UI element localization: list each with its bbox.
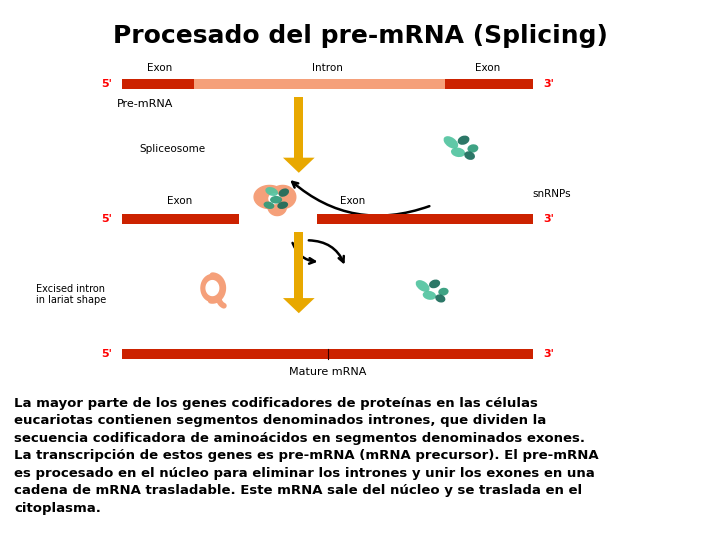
Ellipse shape <box>270 196 282 204</box>
Ellipse shape <box>279 188 289 197</box>
Text: 5': 5' <box>101 214 112 224</box>
Ellipse shape <box>415 280 430 292</box>
Polygon shape <box>283 298 315 313</box>
Polygon shape <box>201 274 224 301</box>
Ellipse shape <box>438 288 449 295</box>
Ellipse shape <box>277 201 288 209</box>
Text: Exon: Exon <box>147 63 172 73</box>
Polygon shape <box>269 194 280 204</box>
Text: Pre-mRNA: Pre-mRNA <box>117 99 174 110</box>
Bar <box>194 79 444 89</box>
Bar <box>294 232 303 300</box>
Text: Exon: Exon <box>167 195 192 206</box>
Ellipse shape <box>467 144 478 153</box>
Text: Excised intron
in lariat shape: Excised intron in lariat shape <box>36 284 107 305</box>
Ellipse shape <box>266 187 278 196</box>
Polygon shape <box>206 281 219 295</box>
Bar <box>122 214 239 224</box>
Bar <box>444 79 533 89</box>
Text: La mayor parte de los genes codificadores de proteínas en las células
eucariotas: La mayor parte de los genes codificadore… <box>14 397 599 515</box>
Polygon shape <box>268 198 287 215</box>
Bar <box>122 79 194 89</box>
Ellipse shape <box>423 291 436 300</box>
Ellipse shape <box>264 201 274 209</box>
Text: 5': 5' <box>101 349 112 359</box>
Bar <box>294 97 303 159</box>
Bar <box>318 214 533 224</box>
Text: Procesado del pre-mRNA (Splicing): Procesado del pre-mRNA (Splicing) <box>112 24 608 48</box>
Ellipse shape <box>464 151 475 160</box>
Ellipse shape <box>429 280 440 288</box>
Polygon shape <box>283 158 315 173</box>
Text: Exon: Exon <box>340 195 365 206</box>
Text: Mature mRNA: Mature mRNA <box>289 367 366 377</box>
Text: 3': 3' <box>544 349 554 359</box>
Polygon shape <box>254 185 285 208</box>
Text: 3': 3' <box>544 214 554 224</box>
Ellipse shape <box>444 136 458 149</box>
Text: Intron: Intron <box>312 63 343 73</box>
Ellipse shape <box>451 147 465 157</box>
Text: 3': 3' <box>544 79 554 89</box>
Polygon shape <box>269 185 296 208</box>
Bar <box>122 349 533 359</box>
Text: Exon: Exon <box>475 63 500 73</box>
Text: snRNPs: snRNPs <box>533 190 572 199</box>
Text: 5': 5' <box>101 79 112 89</box>
Ellipse shape <box>436 294 446 302</box>
Ellipse shape <box>458 136 469 145</box>
Text: Spliceosome: Spliceosome <box>139 144 205 153</box>
